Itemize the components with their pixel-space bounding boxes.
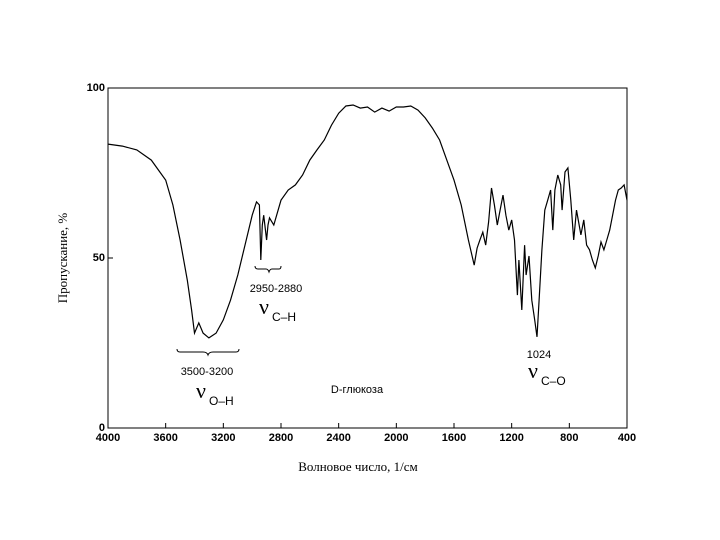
sample-label: D-глюкоза: [331, 384, 384, 396]
brace: [176, 348, 240, 357]
x-tick-label: 400: [618, 432, 636, 444]
band-subscript: C–O: [541, 374, 566, 388]
x-tick-label: 800: [560, 432, 578, 444]
band-symbol: ν: [196, 378, 206, 403]
band-symbol: ν: [259, 294, 269, 319]
spectrum-line: [107, 104, 628, 339]
band-subscript: O–H: [209, 394, 234, 408]
band-range: 3500-3200: [181, 366, 234, 378]
y-axis-label: Пропускание, %: [55, 213, 70, 304]
x-tick-label: 1600: [442, 432, 466, 444]
x-tick-label: 2800: [269, 432, 293, 444]
band-subscript: C–H: [272, 310, 296, 324]
y-tick-label: 50: [93, 252, 105, 264]
x-tick-label: 2000: [384, 432, 408, 444]
brace: [254, 265, 282, 274]
band-range: 1024: [527, 349, 551, 361]
band-symbol: ν: [528, 358, 538, 383]
x-axis-label: Волновое число, 1/см: [298, 459, 418, 474]
x-tick-label: 1200: [499, 432, 523, 444]
x-tick-label: 3600: [153, 432, 177, 444]
x-tick-label: 3200: [211, 432, 235, 444]
y-tick-label: 0: [99, 422, 105, 434]
band-range: 2950-2880: [250, 283, 303, 295]
x-tick-label: 2400: [326, 432, 350, 444]
x-tick-label: 4000: [96, 432, 120, 444]
y-tick-label: 100: [87, 82, 105, 94]
